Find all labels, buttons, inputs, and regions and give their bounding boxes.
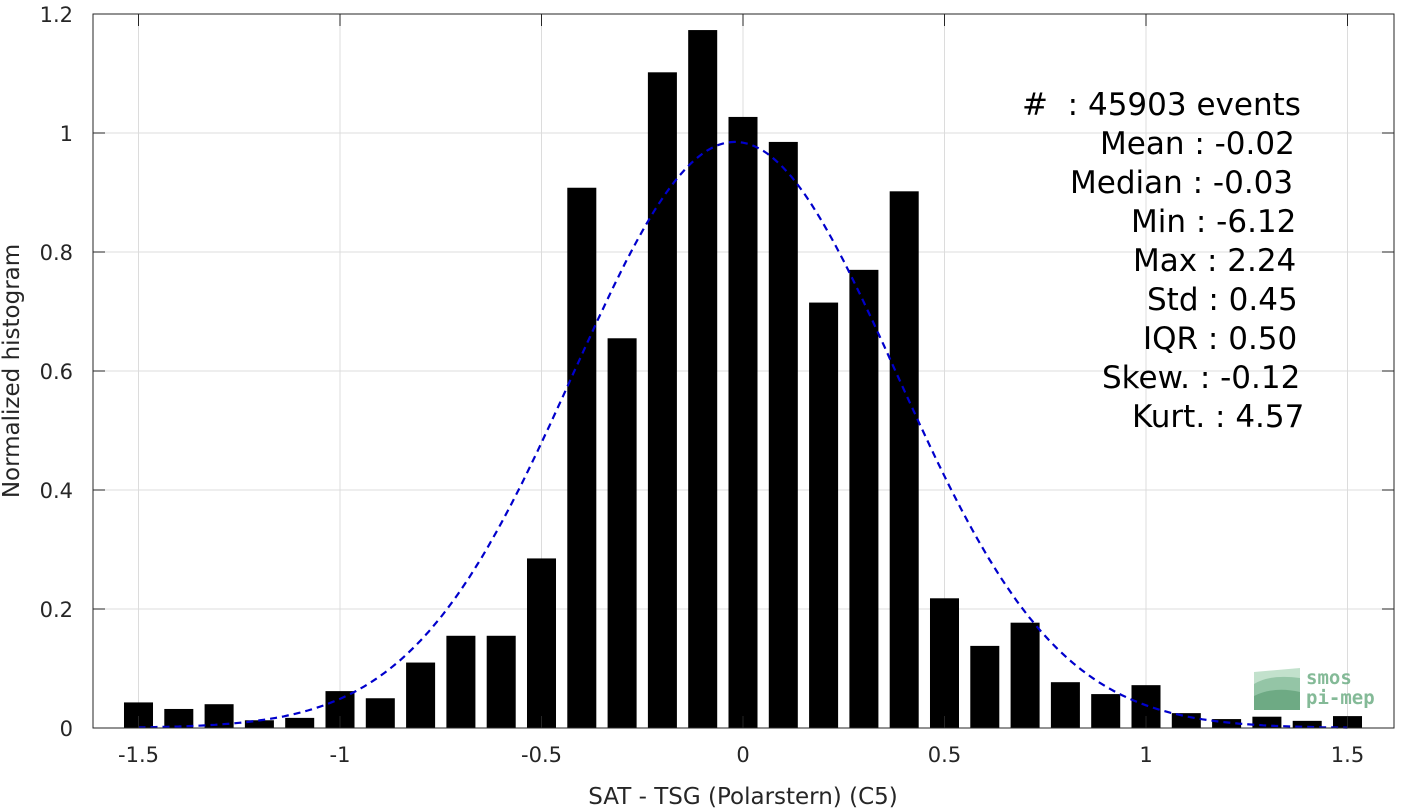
smos-pimep-logo-icon (1254, 668, 1300, 710)
histogram-bar (1091, 694, 1121, 728)
y-axis-label: Normalized histogram (0, 244, 25, 498)
x-tick-label: 1.5 (1331, 743, 1364, 767)
histogram-bar (688, 30, 718, 728)
histogram-bar (929, 598, 960, 728)
stat-skew: Skew. : -0.12 (1102, 360, 1301, 396)
histogram-bar (1212, 719, 1242, 728)
histogram-bar (849, 269, 879, 728)
histogram-bar (647, 72, 677, 728)
stat-std: Std : 0.45 (1147, 282, 1298, 318)
y-tick-label: 0.8 (40, 241, 73, 265)
histogram-bar (1171, 713, 1201, 728)
histogram-bar (244, 720, 274, 728)
x-tick-label: 0 (736, 743, 749, 767)
stat-median: Median : -0.03 (1070, 165, 1294, 201)
histogram-bar (446, 635, 476, 728)
logo-text: smos pi-mep (1306, 668, 1375, 708)
histogram-bar (889, 191, 919, 728)
x-tick-label: -1 (330, 743, 351, 767)
stat-iqr: IQR : 0.50 (1143, 321, 1298, 357)
histogram-bar (406, 662, 436, 728)
histogram-bar (728, 116, 758, 728)
x-tick-labels: -1.5 -1 -0.5 0 0.5 1 1.5 (118, 743, 1364, 767)
histogram-bar (526, 558, 557, 728)
histogram-bar (1292, 720, 1322, 728)
y-tick-labels: 0 0.2 0.4 0.6 0.8 1 1.2 (40, 3, 73, 741)
logo-line-1: smos (1306, 667, 1352, 689)
histogram-bar (809, 302, 839, 728)
histogram-bar (365, 698, 395, 728)
histogram-bar (1010, 622, 1040, 728)
stat-mean: Mean : -0.02 (1100, 126, 1295, 162)
histogram-bar (607, 338, 637, 728)
histogram-bar (1050, 682, 1080, 728)
y-tick-label: 1 (60, 122, 73, 146)
x-axis-label: SAT - TSG (Polarstern) (C5) (588, 784, 897, 809)
logo-line-2: pi-mep (1306, 687, 1375, 709)
y-tick-label: 0.6 (40, 360, 73, 384)
x-tick-label: 1 (1139, 743, 1152, 767)
histogram-bar (970, 645, 1000, 728)
x-tick-label: -0.5 (521, 743, 562, 767)
histogram-bar (164, 708, 194, 728)
statistics-panel: # : 45903 events Mean : -0.02 Median : -… (960, 86, 1320, 437)
histogram-bar (1252, 716, 1282, 728)
y-tick-label: 0 (60, 717, 73, 741)
axis-ticks (93, 13, 1394, 729)
y-tick-label: 0.2 (40, 598, 73, 622)
histogram-bar (204, 704, 234, 728)
histogram-bar (486, 635, 516, 728)
stat-max: Max : 2.24 (1133, 243, 1297, 279)
x-tick-label: -1.5 (118, 743, 159, 767)
y-tick-label: 1.2 (40, 3, 73, 27)
y-tick-label: 0.4 (40, 479, 73, 503)
histogram-bar (285, 717, 315, 728)
x-tick-label: 0.5 (928, 743, 961, 767)
histogram-bar (567, 187, 597, 729)
stat-events: # : 45903 events (1022, 87, 1301, 123)
stat-kurt: Kurt. : 4.57 (1132, 399, 1305, 435)
stat-min: Min : -6.12 (1131, 204, 1297, 240)
histogram-bar (768, 141, 798, 729)
normal-fit-curve (138, 140, 1348, 729)
